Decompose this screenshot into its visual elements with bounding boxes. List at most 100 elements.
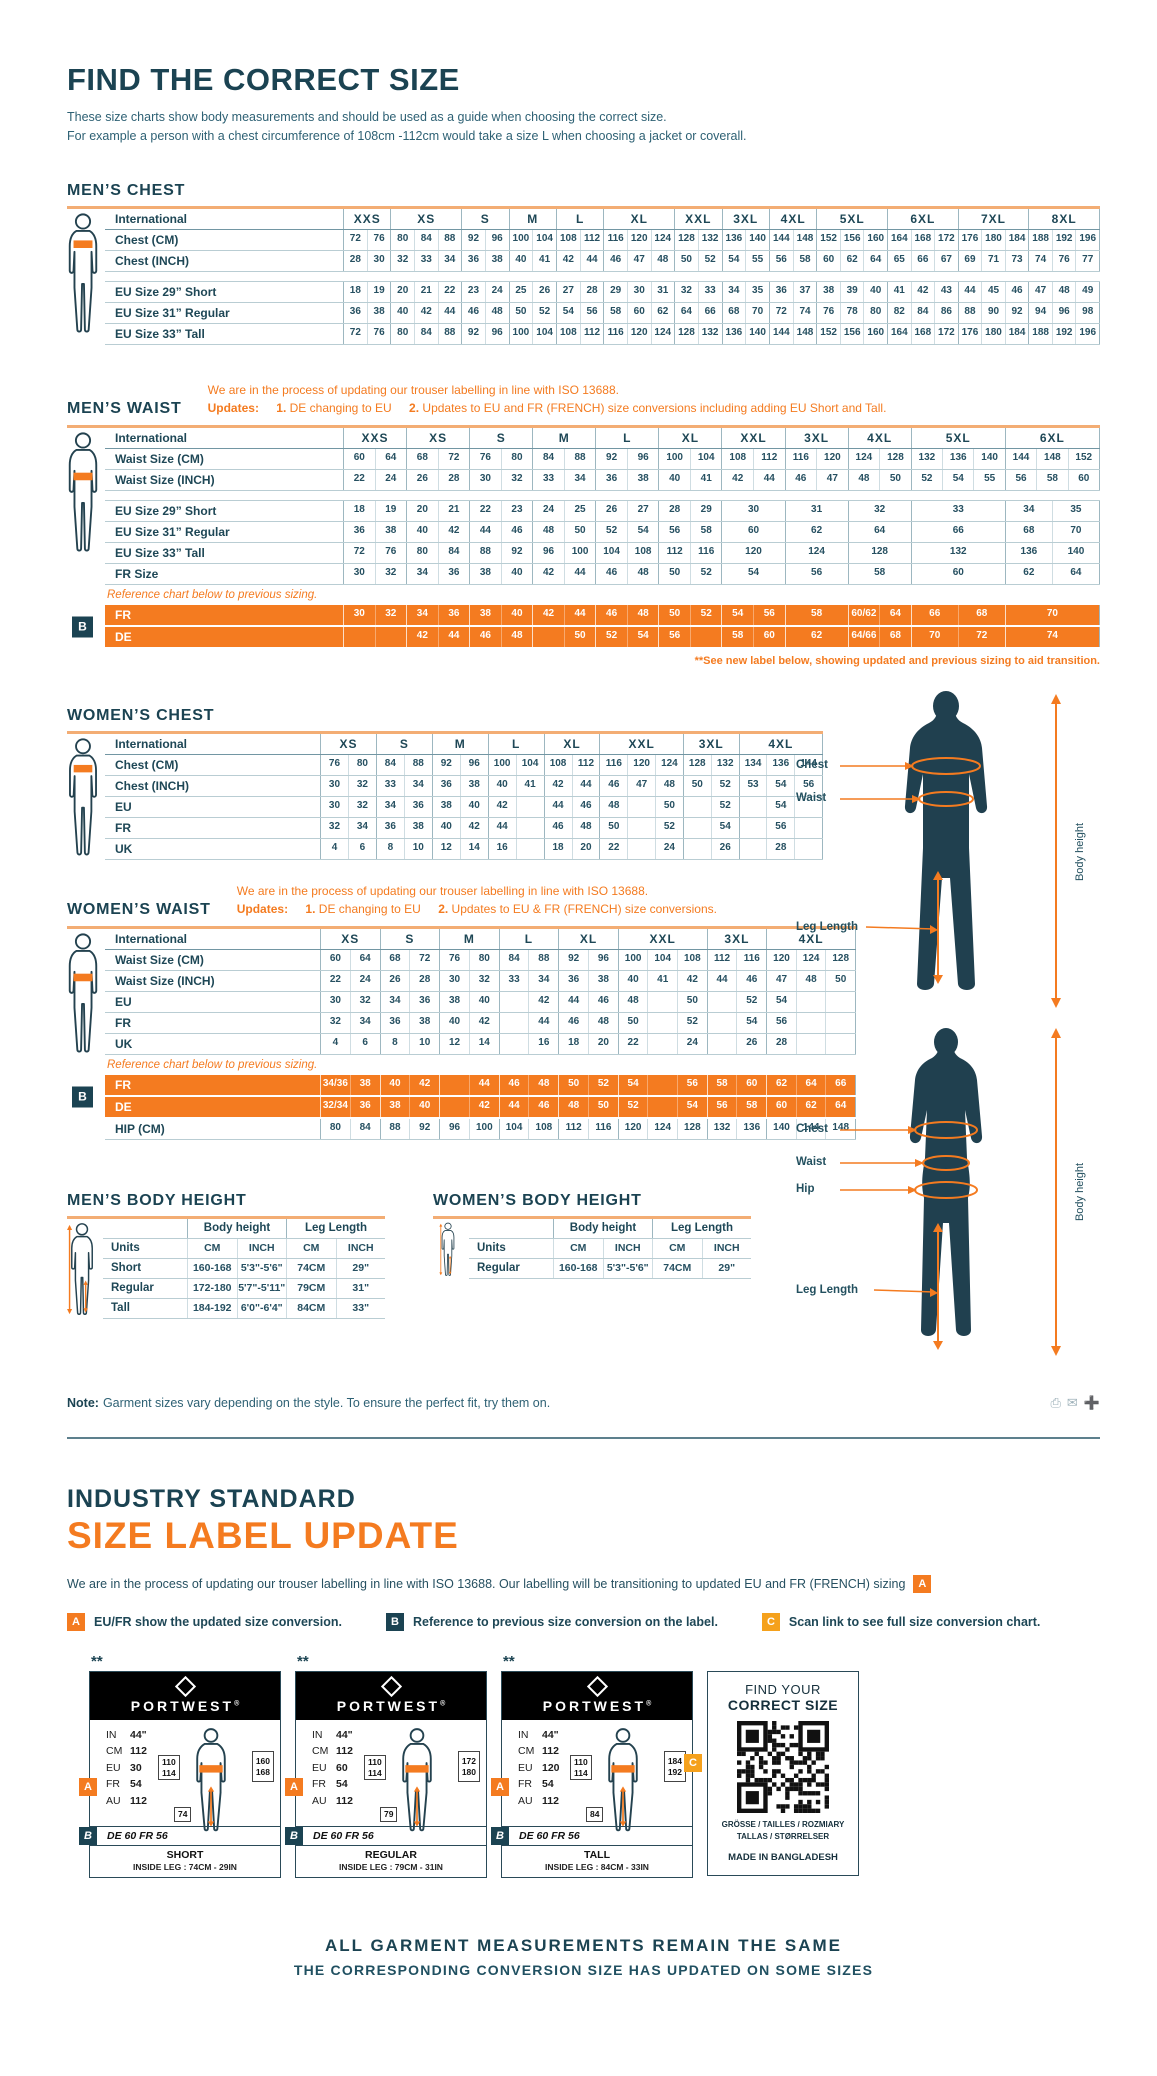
size-cell: 34 (416, 567, 428, 579)
size-cell: 128 (879, 448, 911, 469)
size-cell: 96 (484, 229, 509, 250)
size-cell: 52 (677, 1012, 707, 1033)
row-label: FR (115, 1077, 131, 1092)
size-cell: 156 (839, 323, 864, 344)
size-cell (708, 1013, 737, 1033)
size-cell: 35 (745, 281, 769, 302)
label-size-row: EU 120 (518, 1762, 576, 1774)
size-cell: 48 (528, 1074, 558, 1095)
waist-label: Waist (796, 1156, 827, 1168)
size-cell: 58 (1036, 469, 1067, 490)
size-cell: 37 (792, 281, 817, 302)
size-cell: 38 (409, 1012, 439, 1033)
size-cell: 40 (669, 473, 681, 485)
size-system: FR (312, 1778, 326, 1791)
mens-body-height-heading: MEN’S BODY HEIGHT (67, 1191, 247, 1209)
size-value: 44" (130, 1728, 147, 1741)
size-cell: 76 (328, 758, 341, 770)
size-column-header: XS (341, 931, 360, 946)
size-cell: 62 (811, 525, 823, 537)
size-cell: 70 (1046, 608, 1058, 620)
size-cell: 116 (792, 452, 809, 464)
size-cell: 46 (528, 1096, 558, 1117)
body-table-group-row: Body height Leg Length (103, 1218, 385, 1239)
size-cell: 148 (825, 1118, 855, 1139)
size-cell: 8 (387, 842, 394, 854)
size-column-group: S (461, 208, 508, 229)
share-icons: ⎙ ✉ ➕ (1051, 1395, 1101, 1411)
mail-icon[interactable]: ✉ (1066, 1394, 1078, 1410)
label-size-row: FR 54 (106, 1778, 164, 1790)
label-size-row: CM 112 (518, 1745, 576, 1757)
size-cell: 128 (678, 327, 695, 338)
size-cell: 32 (374, 604, 407, 625)
size-cell: 40 (448, 1016, 461, 1028)
size-cell: 36 (440, 779, 452, 791)
size-cell: 88 (479, 546, 491, 558)
size-cell: 120 (624, 1122, 642, 1134)
intro-line-1: These size charts show body measurements… (67, 110, 667, 124)
size-cell: 128 (678, 233, 695, 244)
row-label: Chest (INCH) (115, 778, 189, 793)
size-cell: 38 (459, 775, 488, 796)
units-label: Units (477, 1241, 506, 1254)
transition-footnote: **See new label below, showing updated a… (694, 654, 1100, 667)
size-cell: 128 (871, 546, 888, 558)
size-cell: 90 (981, 302, 1005, 323)
share-plus-icon[interactable]: ➕ (1083, 1394, 1100, 1410)
size-cell: 42 (409, 1074, 439, 1095)
leg-length-label: Leg Length (796, 921, 858, 933)
size-cell: 58 (610, 306, 622, 317)
previous-size-row: DE 60 FR 56 B (79, 1825, 280, 1845)
row-label: Waist Size (CM) (115, 952, 204, 967)
size-cell: 30 (328, 779, 341, 791)
size-cell: 30 (626, 281, 651, 302)
size-cell: 108 (528, 1118, 558, 1139)
size-cell: 48 (571, 817, 600, 838)
size-cell: 50 (515, 306, 527, 317)
size-cell: 116 (607, 327, 624, 338)
size-cell: 38 (626, 469, 659, 490)
row-label: EU Size 31” Regular (115, 305, 230, 320)
size-cell: 92 (1004, 302, 1029, 323)
size-cell: 18 (353, 504, 365, 516)
womens-chest-table: International XS S M L XL XXL 3XL 4XL Chest (CM) 7… (67, 730, 823, 860)
size-cell: 180 (981, 323, 1005, 344)
size-cell (440, 1097, 469, 1117)
size-cell: 148 (792, 323, 817, 344)
unit-header: CM (286, 1238, 336, 1258)
size-cell: 20 (588, 1033, 618, 1054)
size-cell: 152 (1067, 448, 1099, 469)
size-column-group: L (498, 928, 559, 949)
table-row: Chest (INCH) 28 30 32 33 34 36 38 40 41 42 44 46 47 48… (105, 250, 1100, 272)
label-card-wrap: ** PORTWEST® A IN 44" CM 112 EU 30 FR 54 AU 112 110 11… (79, 1653, 281, 1878)
size-cell: 76 (366, 229, 391, 250)
size-column-group: XS (320, 928, 380, 949)
size-cell: 42 (732, 473, 744, 485)
intro-text: These size charts show body measurements… (67, 108, 1100, 146)
size-cell: 4 (331, 842, 338, 854)
size-cell: 46 (606, 608, 618, 620)
row-label: EU (115, 994, 132, 1009)
size-cell: 88 (563, 448, 596, 469)
size-cell: 188 (1032, 327, 1049, 338)
size-column-group: S (375, 733, 432, 754)
print-icon[interactable]: ⎙ (1050, 1394, 1061, 1410)
size-cell: 104 (532, 323, 556, 344)
size-cell: 58 (792, 250, 817, 271)
size-cell: 124 (655, 754, 683, 775)
row-label: Chest (CM) (115, 232, 179, 247)
size-cell: 31 (650, 281, 675, 302)
qr-card-wrap: C FIND YOUR CORRECT SIZE GRÖSSE / TAILLE… (684, 1670, 859, 1876)
size-cell: 64/66 (851, 630, 877, 642)
badge-b-icon: B (491, 1826, 509, 1845)
table-row: Waist Size (INCH) 22 24 26 28 30 32 33 34 36 38 40 4… (105, 469, 1100, 491)
size-value: 112 (130, 1794, 147, 1807)
size-cell: 23 (467, 285, 480, 296)
size-column-header: XXS (361, 430, 389, 445)
size-cell: 42 (677, 970, 707, 991)
size-cell: 73 (1004, 250, 1029, 271)
size-system: IN (518, 1728, 529, 1741)
size-column-header: 5XL (945, 430, 971, 445)
